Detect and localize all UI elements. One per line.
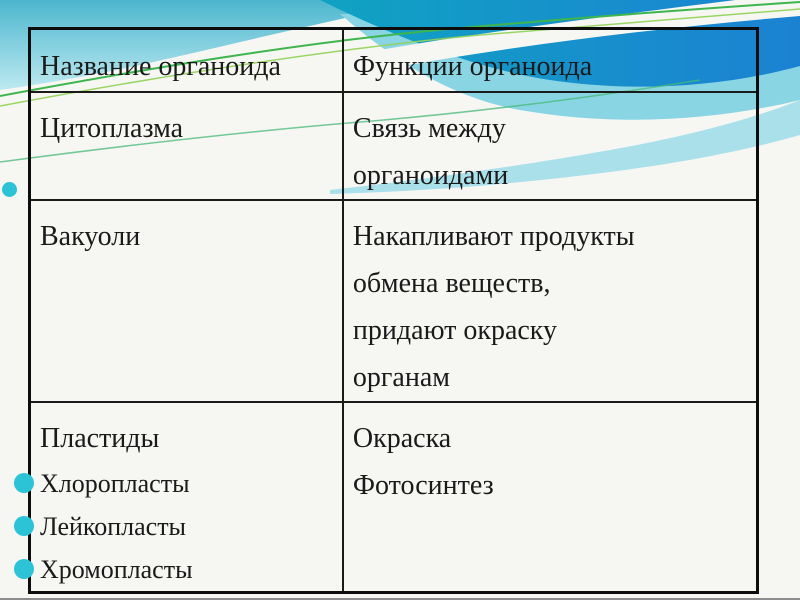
cell-function-cytoplasm: Связь между органоидами — [341, 90, 759, 201]
function-line: придают окраску — [352, 314, 558, 346]
list-item-label: Хлоропласты — [40, 468, 190, 498]
organoid-name: Вакуоли — [40, 220, 141, 252]
function-line: Фотосинтез — [352, 469, 494, 501]
cell-function-plastids: Окраска Фотосинтез — [341, 400, 759, 593]
function-line: органоидами — [352, 159, 509, 191]
function-line: Связь между — [352, 112, 506, 144]
table-row: Вакуоли Накапливают продукты обмена веще… — [28, 198, 759, 403]
bullet-icon — [14, 472, 34, 493]
table-row: Пластиды Хлоропласты Лейкопласты Хромопл… — [14, 400, 759, 593]
function-line: Накапливают продукты — [352, 220, 635, 252]
header-organoid-name: Название органоида — [28, 27, 344, 93]
list-item-label: Лейкопласты — [40, 511, 187, 541]
list-item: Лейкопласты — [14, 505, 334, 548]
table-header-row: Название органоида Функции органоида — [28, 27, 759, 93]
list-item: Хлоропласты — [14, 462, 334, 505]
cell-name-vacuoles: Вакуоли — [28, 198, 344, 403]
cell-name-plastids: Пластиды Хлоропласты Лейкопласты Хромопл… — [14, 400, 344, 593]
organoid-table: Название органоида Функции органоида Цит… — [14, 27, 759, 594]
list-item-label: Хромопласты — [40, 554, 193, 584]
table-row: Цитоплазма Связь между органоидами — [28, 90, 759, 201]
cell-function-vacuoles: Накапливают продукты обмена веществ, при… — [341, 198, 759, 403]
organoid-name: Пластиды — [40, 422, 160, 454]
bullet-icon — [14, 558, 34, 579]
function-line: органам — [352, 361, 450, 393]
organoid-name: Цитоплазма — [40, 112, 184, 144]
cell-name-cytoplasm: Цитоплазма — [28, 90, 344, 201]
function-line: Окраска — [352, 422, 452, 454]
list-item: Хромопласты — [14, 548, 334, 591]
header-organoid-function: Функции органоида — [341, 27, 759, 93]
stray-bullet-icon — [2, 182, 17, 197]
bullet-icon — [14, 515, 34, 536]
function-line: обмена веществ, — [352, 267, 551, 299]
